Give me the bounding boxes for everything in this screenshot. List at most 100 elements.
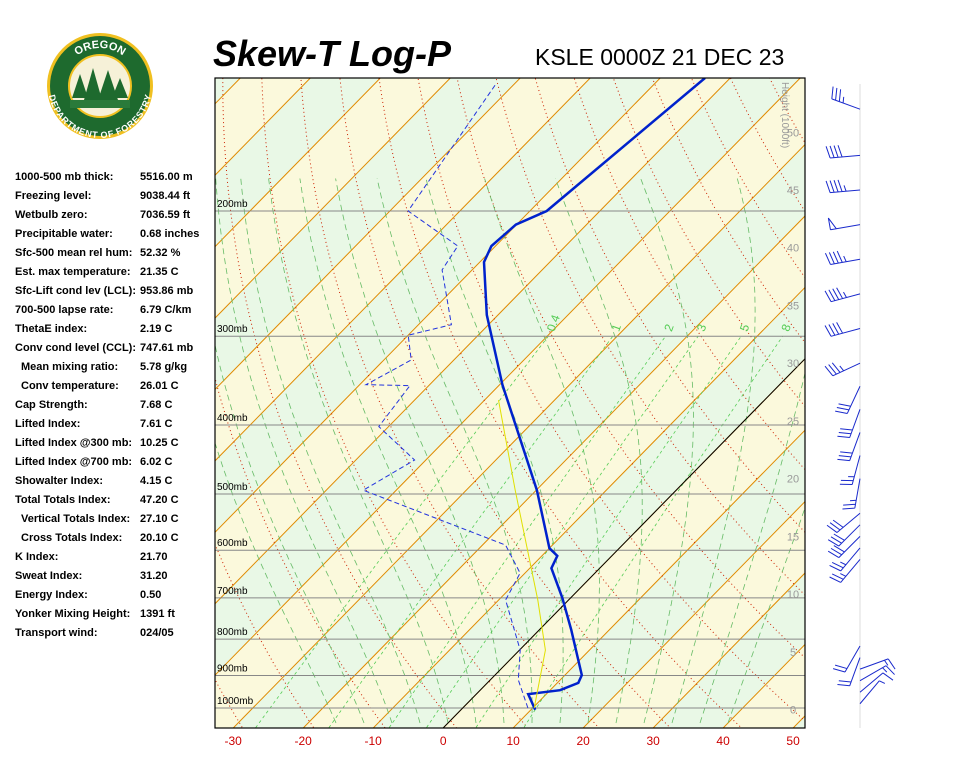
- isotherm: [215, 78, 591, 462]
- height-tick-label: 30: [787, 358, 799, 370]
- wind-barb: [827, 524, 861, 547]
- height-tick-label: 50: [787, 127, 799, 139]
- wind-barb: [824, 362, 861, 377]
- wind-barb: [829, 547, 861, 572]
- isotherm: [215, 78, 801, 676]
- x-tick-label: 50: [786, 734, 800, 748]
- stat-label: Total Totals Index:: [15, 494, 111, 506]
- wind-barb: [835, 386, 861, 414]
- moist-adiabat: [240, 178, 421, 724]
- stat-value: 9038.44 ft: [140, 190, 190, 202]
- stat-value: 747.61 mb: [140, 342, 193, 354]
- isotherm-band: [215, 78, 311, 176]
- stat-value: 20.10 C: [140, 532, 179, 544]
- wind-barb: [837, 409, 861, 439]
- dry-adiabat: [806, 0, 960, 737]
- stat-value: 47.20 C: [140, 494, 179, 506]
- stat-label: Precipitable water:: [15, 228, 113, 240]
- moist-adiabat: [484, 178, 600, 724]
- stats-panel: 1000-500 mb thick: 5516.00 m Freezing leve…: [15, 171, 199, 639]
- isotherm: [215, 78, 661, 534]
- wind-barb: [839, 455, 861, 486]
- mixing-ratio-line: [523, 335, 784, 728]
- stat-value: 7036.59 ft: [140, 209, 190, 221]
- stat-value: 7.61 C: [140, 418, 172, 430]
- chart-subtitle: KSLE 0000Z 21 DEC 23: [535, 44, 784, 70]
- stat-label: Sfc-Lift cond lev (LCL):: [15, 285, 136, 297]
- stat-label: Transport wind:: [15, 627, 98, 639]
- isotherm: [302, 215, 805, 728]
- isotherm: [854, 0, 960, 737]
- wind-barb: [824, 322, 861, 337]
- wind-barb: [825, 179, 861, 194]
- isotherm: [582, 500, 805, 728]
- moist-adiabat: [376, 178, 533, 723]
- isotherm: [215, 78, 312, 176]
- stat-label: Showalter Index:: [15, 475, 103, 487]
- y-tick-label: 400mb: [217, 413, 248, 424]
- isotherm: [372, 286, 805, 728]
- stat-value: 27.10 C: [140, 513, 179, 525]
- height-tick-label: 35: [787, 300, 799, 312]
- dry-adiabat: [222, 78, 458, 728]
- mixing-ratio-label: 5: [737, 322, 753, 333]
- wind-barb: [837, 657, 861, 687]
- stat-value: 4.15 C: [140, 475, 172, 487]
- mixing-ratio-label: 8: [778, 322, 794, 333]
- wind-barb: [842, 478, 861, 510]
- wind-barb: [827, 217, 861, 231]
- isotherm: [232, 143, 805, 728]
- stat-value: 0.50: [140, 589, 161, 601]
- stat-value: 1391 ft: [140, 608, 175, 620]
- logo-ground: [70, 100, 130, 108]
- dry-adiabat: [300, 78, 600, 728]
- wind-barb: [832, 645, 861, 673]
- moist-adiabat: [215, 178, 393, 724]
- stat-label: K Index:: [15, 551, 58, 563]
- stat-label: Cap Strength:: [15, 399, 88, 411]
- wind-barb: [859, 680, 886, 705]
- isotherm: [215, 78, 452, 319]
- mixing-ratio-label: 3: [694, 322, 710, 333]
- dry-adiabat: [573, 78, 805, 471]
- stat-value: 5516.00 m: [140, 171, 193, 183]
- stat-value: 0.68 inches: [140, 228, 199, 240]
- wind-barb: [859, 672, 894, 693]
- mixing-ratio-label: 1: [609, 322, 625, 333]
- stat-value: 2.19 C: [140, 323, 172, 335]
- axis-labels: 0.4 1 2 3 5 8200mb300mb400mb500mb600mb700mb80…: [217, 82, 800, 748]
- isotherm: [512, 429, 805, 728]
- profile-line: [498, 400, 546, 709]
- stat-label: 700-500 lapse rate:: [15, 304, 113, 316]
- stat-value: 52.32 %: [140, 247, 181, 259]
- wind-barb: [829, 559, 861, 583]
- height-tick-label: 20: [787, 474, 799, 486]
- logo-top-text: OREGON: [72, 39, 127, 58]
- height-tick-label: 40: [787, 243, 799, 255]
- stat-value: 26.01 C: [140, 380, 179, 392]
- stat-value: 7.68 C: [140, 399, 172, 411]
- wind-barb: [824, 287, 861, 303]
- x-tick-label: 0: [440, 734, 447, 748]
- stat-label: Conv temperature:: [21, 380, 119, 392]
- profile-line: [482, 78, 706, 711]
- height-axis-label: Height (1000ft): [779, 82, 790, 148]
- wind-barb: [825, 145, 861, 159]
- stat-label: Cross Totals Index:: [21, 532, 122, 544]
- stat-label: Est. max temperature:: [15, 266, 131, 278]
- height-tick-label: 25: [787, 416, 799, 428]
- stat-label: Lifted Index @300 mb:: [15, 437, 132, 449]
- stat-label: Energy Index:: [15, 589, 88, 601]
- x-tick-label: -10: [365, 734, 383, 748]
- wind-barb: [859, 665, 895, 682]
- x-tick-label: 40: [716, 734, 730, 748]
- zero-isotherm: [442, 358, 805, 728]
- height-tick-label: 0: [790, 705, 796, 717]
- dry-adiabat: [215, 542, 315, 728]
- logo-text: OREGON: [72, 39, 127, 58]
- stat-label: Freezing level:: [15, 190, 91, 202]
- height-tick-label: 10: [787, 589, 799, 601]
- height-tick-label: 15: [787, 531, 799, 543]
- wind-barb: [837, 432, 861, 462]
- plot-frame: [214, 77, 806, 729]
